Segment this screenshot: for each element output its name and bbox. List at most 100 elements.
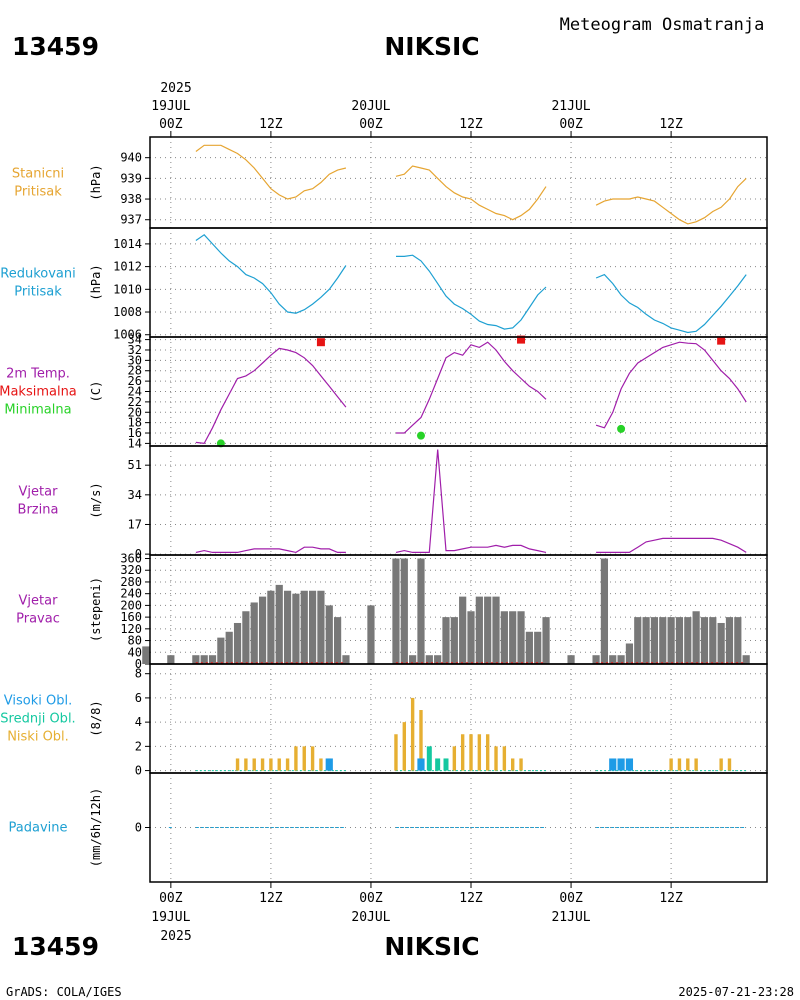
bottom-hour-label: 12Z [259,891,283,906]
direction-bar [434,655,442,664]
station_pressure-legend-1: Pritisak [14,185,62,200]
cloud-bar [426,746,432,771]
bottom-date-label: 19JUL [151,910,190,925]
direction-bar [542,617,550,664]
cloud-bar [494,746,498,771]
top-hour-label: 00Z [359,117,383,132]
precipitation-ytick-label: 0 [135,821,142,835]
direction-bar [617,655,625,664]
top-hour-label: 12Z [259,117,283,132]
station_pressure-ytick-label: 939 [120,171,142,185]
tmax-marker [517,335,526,344]
wind_speed-line-segment [395,449,547,553]
cloud-bar [519,758,523,771]
temperature-line-segment [195,347,347,445]
station_pressure-frame [149,136,768,229]
reduced_pressure-line-segment [396,254,547,330]
cloud-bar [310,746,315,771]
reduced_pressure-legend-1: Pritisak [14,285,62,300]
clouds-ytick-label: 2 [135,739,142,753]
top-date-label: 20JUL [351,99,390,114]
wind_speed-legend-1: Brzina [18,503,59,518]
bottom-date-label: 20JUL [351,910,390,925]
direction-bar [342,655,350,664]
cloud-bar [443,758,449,771]
direction-bar [517,611,525,664]
cloud-bar [394,734,398,771]
direction-bar [334,617,342,664]
bottom-hour-label: 00Z [159,891,183,906]
meteogram-title: Meteogram Osmatranja [560,15,765,35]
tmax-marker [316,338,325,347]
direction-bar [442,617,450,664]
reduced_pressure-ytick-label: 1014 [113,237,142,251]
temperature-line-segment [396,341,547,434]
clouds-legend-0: Visoki Obl. [4,694,72,709]
station_pressure-line-segment [395,165,547,221]
wind_speed-ylabel: (m/s) [89,482,103,518]
wind_direction-ytick-label: 40 [128,645,142,659]
temperature-ytick-label: 28 [128,364,142,378]
wind_speed-panel: 0 17 34 51 (m/s) Vjetar Brzina [18,445,768,561]
temperature-ytick-label: 26 [128,374,142,388]
station_pressure-ytick-label: 937 [120,213,142,227]
cloud-bar [235,758,240,771]
wind_speed-legend-0: Vjetar [19,485,59,500]
wind_direction-ytick-label: 120 [120,622,142,636]
station_pressure-ylabel: (hPa) [89,164,103,200]
direction-bar [167,655,175,664]
clouds-ytick-label: 0 [135,764,142,778]
direction-bar [509,611,517,664]
wind_direction-ytick-label: 320 [120,563,142,577]
temperature-ytick-label: 24 [128,385,142,399]
temperature-ytick-label: 32 [128,343,142,357]
wind_speed-ytick-label: 0 [135,547,142,561]
top-date-label: 19JUL [151,99,190,114]
direction-bar [417,558,425,664]
top-hour-label: 00Z [559,117,583,132]
temperature-ytick-label: 20 [128,405,142,419]
direction-bar [642,617,650,664]
year-bottom: 2025 [160,929,191,944]
temperature-legend-0: 2m Temp. [6,367,70,382]
station_pressure-line-segment [595,177,747,225]
reduced_pressure-line-segment [595,273,747,334]
station_pressure-legend-0: Stanicni [12,167,64,182]
cloud-bar [252,758,256,771]
wind_direction-legend-1: Pravac [16,612,60,627]
direction-bar [650,617,659,664]
cloud-bar [319,758,323,771]
reduced_pressure-ytick-label: 1010 [113,282,142,296]
direction-bar [308,590,317,664]
direction-bar [484,596,492,664]
direction-bar [684,617,692,664]
temperature-ylabel: (C) [89,381,103,403]
direction-bar [667,617,675,664]
cloud-bar [260,758,265,771]
direction-bar [142,646,150,664]
direction-bar [192,655,200,664]
temperature-ytick-label: 34 [128,333,142,347]
direction-bar [275,584,283,664]
cloud-bar [269,758,273,771]
cloud-bar [302,746,306,771]
direction-bar [267,590,275,664]
top-hour-label: 12Z [659,117,683,132]
direction-bar [258,596,267,664]
precipitation-frame [149,772,768,883]
precipitation-legend-0: Padavine [9,821,68,836]
direction-bar [600,558,609,664]
cloud-bar [325,758,333,771]
direction-bar [467,611,475,664]
direction-bar [625,643,634,664]
temperature-legend-2: Minimalna [4,403,71,418]
cloud-bar [510,758,515,771]
precipitation-panel: 0 (mm/6h/12h) Padavine [9,772,768,883]
bottom-hour-label: 12Z [659,891,683,906]
cloud-bar [694,758,698,771]
direction-bar [609,655,617,664]
direction-bar [717,622,725,664]
cloud-bar [686,758,690,771]
cloud-bar [452,746,457,771]
